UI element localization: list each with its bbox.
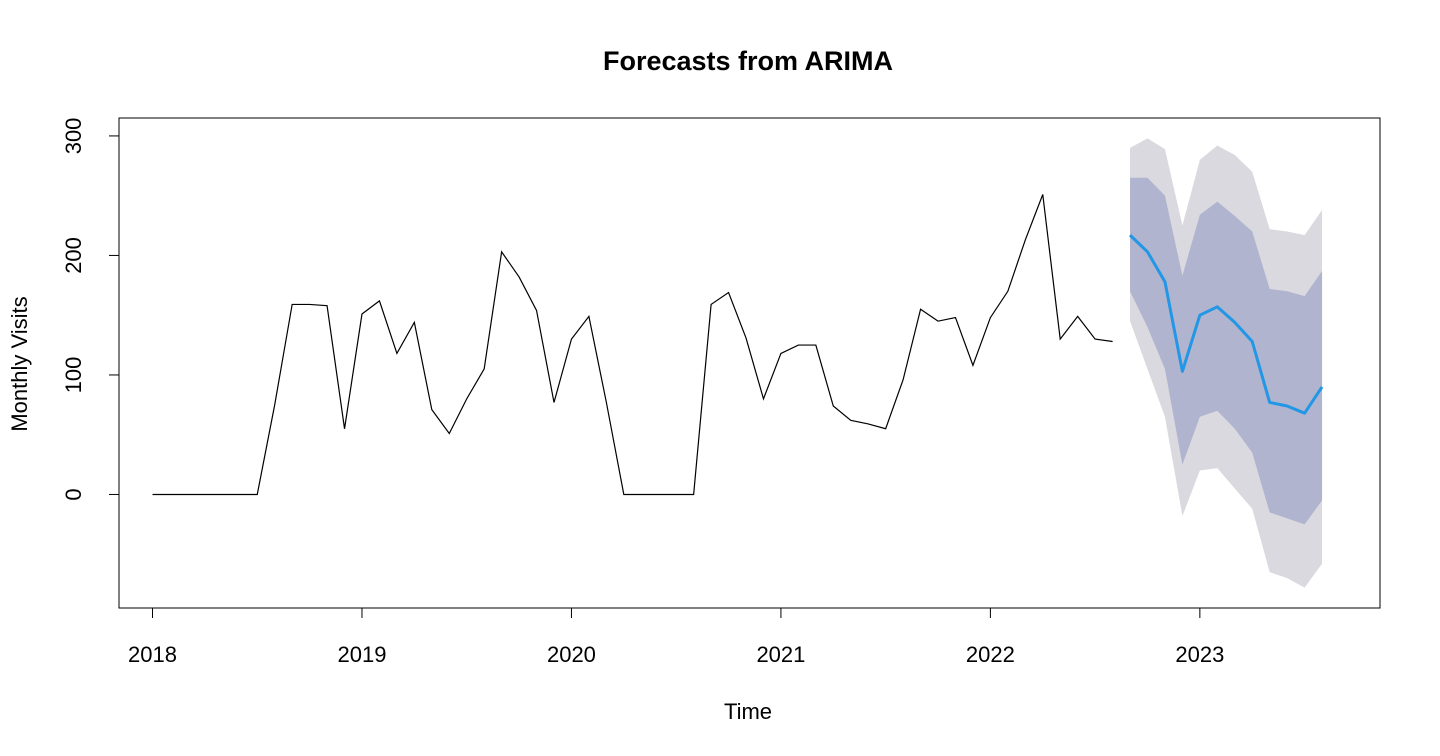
y-tick-label: 0 bbox=[61, 488, 86, 500]
y-axis: 0 100 200 300 bbox=[61, 118, 120, 501]
series-lines bbox=[152, 194, 1324, 496]
x-tick-label: 2019 bbox=[338, 642, 387, 667]
y-tick-label: 200 bbox=[61, 237, 86, 274]
x-axis: 2018 2019 2020 2021 2022 2023 bbox=[128, 607, 1224, 667]
y-axis-label: Monthly Visits bbox=[7, 296, 32, 431]
x-axis-label: Time bbox=[724, 699, 772, 724]
y-tick-label: 100 bbox=[61, 357, 86, 394]
y-tick-label: 300 bbox=[61, 118, 86, 155]
observed-series-line bbox=[152, 194, 1113, 496]
x-tick-label: 2023 bbox=[1175, 642, 1224, 667]
band-80 bbox=[1130, 177, 1323, 525]
x-tick-label: 2022 bbox=[966, 642, 1015, 667]
x-tick-label: 2021 bbox=[756, 642, 805, 667]
prediction-intervals bbox=[1130, 138, 1323, 588]
x-tick-label: 2020 bbox=[547, 642, 596, 667]
chart-title: Forecasts from ARIMA bbox=[603, 46, 893, 76]
x-tick-label: 2018 bbox=[128, 642, 177, 667]
forecast-series-line bbox=[1129, 234, 1324, 415]
